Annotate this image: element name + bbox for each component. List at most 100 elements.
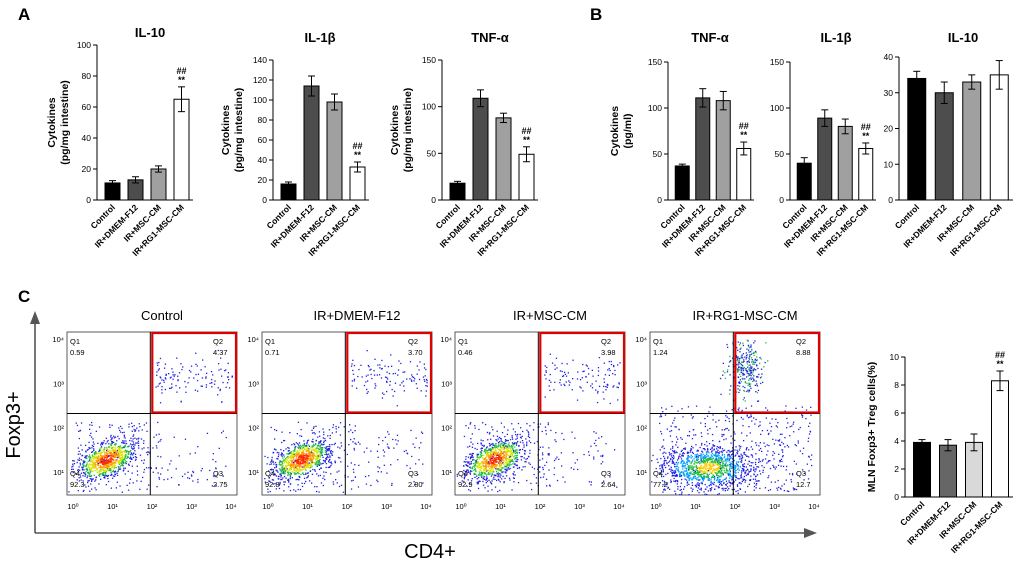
flow-event-dot bbox=[487, 472, 490, 474]
flow-event-dot bbox=[716, 454, 718, 456]
flow-event-dot bbox=[739, 466, 742, 468]
flow-event-dot bbox=[311, 452, 314, 455]
flow-event-dot bbox=[472, 443, 474, 445]
q4-value: 92.8 bbox=[265, 480, 280, 489]
flow-event-dot bbox=[515, 457, 517, 459]
flow-event-dot bbox=[492, 462, 495, 465]
flow-event-dot bbox=[470, 460, 472, 463]
flow-event-dot bbox=[516, 451, 518, 453]
flow-event-dot bbox=[121, 451, 123, 453]
flow-event-dot bbox=[568, 384, 570, 386]
flow-event-dot bbox=[709, 457, 711, 459]
chart-b-il10: IL-10010203040ControlIR+DMEM-F12IR+MSC-C… bbox=[884, 30, 1013, 258]
y-tick-label: 10¹ bbox=[248, 468, 259, 477]
flow-event-dot bbox=[677, 457, 680, 460]
flow-event-dot bbox=[513, 451, 515, 454]
flow-events bbox=[456, 353, 621, 493]
flow-event-dot bbox=[604, 374, 607, 376]
flow-event-dot bbox=[593, 442, 596, 444]
flow-event-dot bbox=[370, 450, 372, 452]
flow-event-dot bbox=[299, 464, 301, 466]
flow-event-dot bbox=[734, 469, 736, 472]
flow-event-dot bbox=[488, 449, 490, 451]
flow-event-dot bbox=[315, 459, 317, 461]
flow-event-dot bbox=[306, 456, 309, 458]
bar bbox=[913, 441, 931, 498]
flow-event-dot bbox=[473, 472, 475, 475]
flow-event-dot bbox=[331, 453, 333, 455]
flow-event-dot bbox=[679, 453, 681, 455]
flow-event-dot bbox=[297, 454, 299, 456]
flow-event-dot bbox=[109, 452, 112, 454]
flow-event-dot bbox=[96, 456, 98, 459]
flow-event-dot bbox=[492, 470, 494, 472]
flow-event-dot bbox=[205, 384, 208, 386]
flow-event-dot bbox=[477, 461, 479, 463]
flow-event-dot bbox=[734, 474, 736, 477]
flow-event-dot bbox=[601, 455, 604, 458]
flow-event-dot bbox=[294, 465, 296, 467]
flow-event-dot bbox=[85, 465, 88, 467]
flow-event-dot bbox=[79, 476, 82, 478]
flow-event-dot bbox=[116, 449, 118, 452]
flow-event-dot bbox=[491, 457, 493, 459]
flow-event-dot bbox=[289, 475, 291, 477]
flow-event-dot bbox=[276, 464, 278, 466]
flow-event-dot bbox=[107, 460, 109, 462]
flow-event-dot bbox=[807, 437, 810, 439]
flow-event-dot bbox=[755, 453, 757, 455]
flow-event-dot bbox=[756, 359, 758, 361]
flow-event-dot bbox=[93, 453, 96, 456]
flow-event-dot bbox=[605, 443, 607, 445]
flow-event-dot bbox=[98, 483, 100, 485]
flow-event-dot bbox=[112, 458, 114, 460]
flow-event-dot bbox=[520, 437, 522, 439]
flow-event-dot bbox=[511, 423, 513, 425]
flow-event-dot bbox=[500, 440, 502, 442]
flow-event-dot bbox=[328, 453, 330, 455]
flow-event-dot bbox=[514, 452, 517, 454]
flow-event-dot bbox=[710, 489, 712, 491]
flow-event-dot bbox=[114, 459, 117, 461]
flow-event-dot bbox=[157, 421, 159, 424]
flow-event-dot bbox=[306, 442, 308, 444]
flow-event-dot bbox=[733, 465, 736, 467]
flow-event-dot bbox=[377, 471, 379, 473]
flow-event-dot bbox=[474, 463, 477, 466]
flow-event-dot bbox=[308, 451, 310, 453]
flow-event-dot bbox=[294, 473, 296, 475]
flow-plot-title: Control bbox=[141, 308, 183, 323]
flow-event-dot bbox=[496, 473, 498, 475]
flow-event-dot bbox=[293, 462, 295, 464]
flow-event-dot bbox=[271, 456, 273, 459]
flow-event-dot bbox=[608, 374, 610, 376]
flow-event-dot bbox=[104, 452, 106, 454]
flow-event-dot bbox=[351, 380, 353, 382]
flow-event-dot bbox=[187, 471, 189, 473]
flow-event-dot bbox=[691, 484, 694, 486]
flow-event-dot bbox=[205, 386, 207, 388]
flow-event-dot bbox=[87, 464, 89, 466]
flow-event-dot bbox=[679, 475, 681, 478]
flow-event-dot bbox=[173, 375, 175, 377]
flow-event-dot bbox=[121, 457, 123, 459]
flow-event-dot bbox=[467, 465, 469, 467]
flow-event-dot bbox=[496, 471, 498, 473]
flow-event-dot bbox=[310, 457, 312, 460]
flow-event-dot bbox=[155, 434, 158, 436]
flow-event-dot bbox=[103, 455, 105, 457]
flow-event-dot bbox=[672, 462, 674, 464]
flow-event-dot bbox=[300, 428, 302, 431]
flow-event-dot bbox=[104, 463, 106, 465]
flow-event-dot bbox=[113, 461, 115, 464]
flow-event-dot bbox=[526, 423, 528, 425]
flow-event-dot bbox=[134, 430, 136, 432]
flow-event-dot bbox=[528, 440, 530, 442]
flow-event-dot bbox=[506, 448, 508, 450]
flow-event-dot bbox=[380, 471, 382, 473]
flow-event-dot bbox=[721, 429, 723, 431]
flow-event-dot bbox=[581, 377, 583, 379]
flow-event-dot bbox=[510, 446, 513, 448]
flow-event-dot bbox=[514, 474, 516, 476]
